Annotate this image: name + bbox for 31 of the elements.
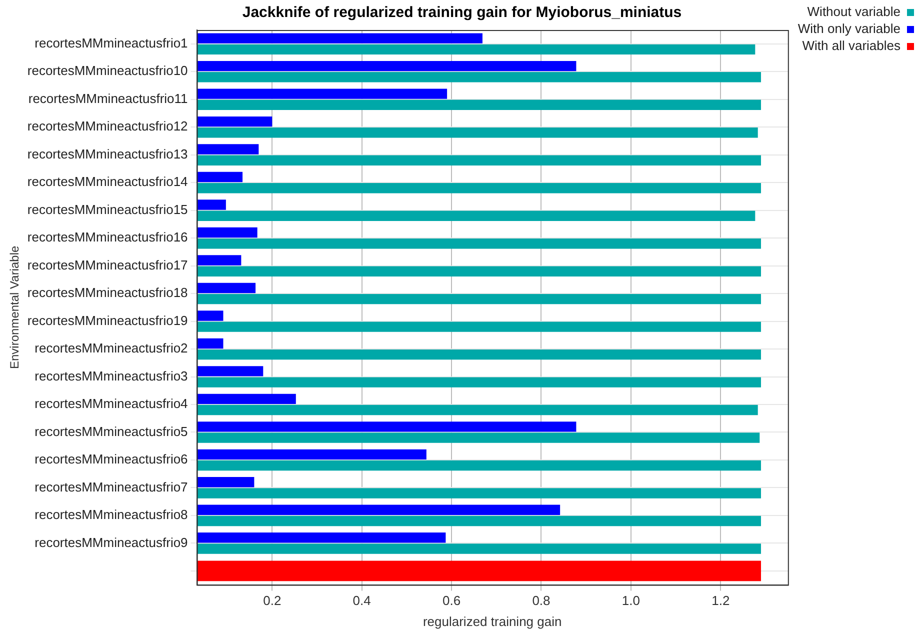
y-tick-label: recortesMMmineactusfrio17 xyxy=(27,257,188,272)
y-tick-label: recortesMMmineactusfrio2 xyxy=(34,340,188,356)
x-tick-label: 1.0 xyxy=(622,593,640,608)
y-tick-label: recortesMMmineactusfrio18 xyxy=(27,285,188,300)
y-tick-label: recortesMMmineactusfrio14 xyxy=(27,174,188,190)
chart-title: Jackknife of regularized training gain for Myioborus_miniatus xyxy=(242,4,682,22)
y-tick-label: recortesMMmineactusfrio7 xyxy=(34,479,188,494)
y-tick-label: recortesMMmineactusfrio19 xyxy=(27,312,188,328)
x-tick-label: 0.6 xyxy=(442,593,461,608)
y-tick-label: recortesMMmineactusfrio1 xyxy=(34,35,188,50)
y-tick-label: recortesMMmineactusfrio15 xyxy=(27,202,188,217)
x-tick-label: 1.2 xyxy=(712,593,730,608)
legend-label: Without variable xyxy=(807,4,900,20)
y-tick-label: recortesMMmineactusfrio13 xyxy=(27,146,188,162)
x-tick-label: 0.8 xyxy=(532,593,550,608)
y-tick-label: recortesMMmineactusfrio8 xyxy=(34,507,188,522)
x-axis-title: regularized training gain xyxy=(422,614,562,629)
y-tick-label: recortesMMmineactusfrio6 xyxy=(34,452,188,467)
y-tick-label: recortesMMmineactusfrio4 xyxy=(34,396,188,412)
legend-label: With only variable xyxy=(798,21,900,36)
x-tick-label: 0.2 xyxy=(263,593,282,608)
y-tick-label: recortesMMmineactusfrio12 xyxy=(27,118,188,134)
y-tick-label: recortesMMmineactusfrio11 xyxy=(28,90,188,106)
legend-label: With all variables xyxy=(802,38,901,54)
y-tick-label: recortesMMmineactusfrio16 xyxy=(27,230,188,245)
y-tick-label: recortesMMmineactusfrio10 xyxy=(27,63,188,78)
x-tick-label: 0.4 xyxy=(352,593,371,608)
y-tick-label: recortesMMmineactusfrio5 xyxy=(34,424,188,439)
y-axis-title: Environmental Variable xyxy=(8,245,22,369)
y-tick-label: recortesMMmineactusfrio9 xyxy=(34,534,188,550)
y-tick-label: recortesMMmineactusfrio3 xyxy=(34,368,188,384)
